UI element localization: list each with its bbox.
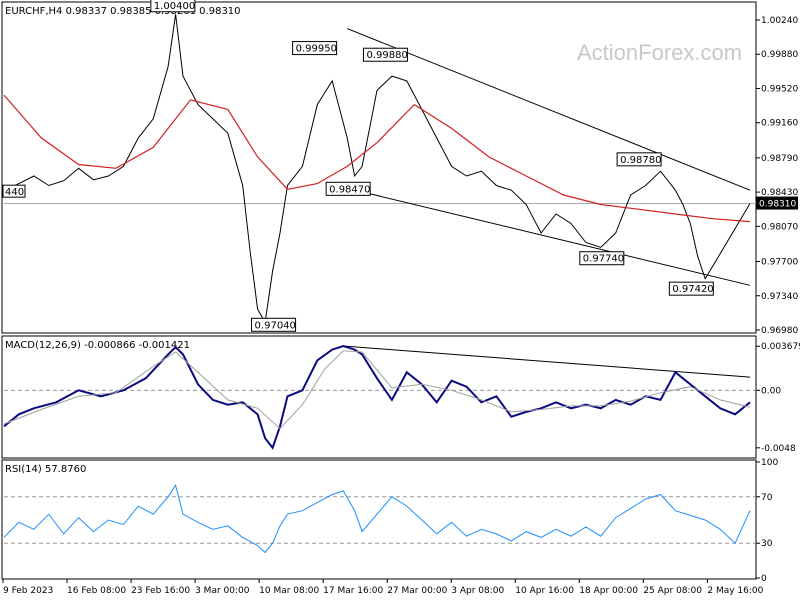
y-tick-label: 30 <box>761 539 773 549</box>
last-price-label: 0.98310 <box>759 200 796 210</box>
svg-text:0.99880: 0.99880 <box>366 50 407 61</box>
macd-panel-title: MACD(12,26,9) -0.000866 -0.001421 <box>5 340 190 351</box>
svg-text:0.97740: 0.97740 <box>583 254 624 265</box>
price-content: 0.98310 440 1.00400 0.99950 0.99880 0.98470 0.… <box>2 0 798 332</box>
macd-y-axis: 0.003679 0.00 -0.0048 <box>756 342 800 454</box>
x-tick-label: 18 Apr 00:00 <box>579 586 638 596</box>
macd-panel: MACD(12,26,9) -0.000866 -0.001421 0.0036… <box>1 335 800 459</box>
price-annotation: 0.99880 <box>362 47 408 62</box>
y-tick-label: 0.99160 <box>761 119 798 129</box>
x-tick-label: 16 Feb 08:00 <box>67 586 126 596</box>
price-panel-title: EURCHF,H4 0.98337 0.98385 0.98261 0.9831… <box>5 6 241 17</box>
y-tick-label: 70 <box>761 493 773 503</box>
series-line-rsi <box>3 483 751 554</box>
macd-content <box>3 344 756 450</box>
trendline <box>346 28 751 191</box>
y-tick-label: 0.98430 <box>761 188 798 198</box>
y-tick-label: 100 <box>761 458 778 468</box>
y-tick-label: 0.98070 <box>761 222 798 232</box>
y-tick-label: 0.003679 <box>761 342 800 352</box>
time-x-axis: 9 Feb 2023 16 Feb 08:00 23 Feb 16:00 3 Mar … <box>2 579 764 596</box>
y-tick-label: 0.99520 <box>761 84 798 94</box>
x-tick-label: 27 Mar 00:00 <box>387 586 447 596</box>
svg-text:0.97040: 0.97040 <box>255 320 296 331</box>
svg-text:1.00400: 1.00400 <box>154 1 195 12</box>
svg-text:0.98470: 0.98470 <box>329 184 370 195</box>
x-tick-label: 17 Mar 16:00 <box>323 586 383 596</box>
y-tick-label: 1.00240 <box>761 16 798 26</box>
x-tick-label: 9 Feb 2023 <box>3 586 53 596</box>
svg-text:0.98780: 0.98780 <box>620 155 661 166</box>
rsi-y-axis: 100 70 30 0 <box>756 458 778 584</box>
rsi-panel: RSI(14) 57.8760 100 70 30 0 <box>1 458 778 584</box>
y-tick-label: 0.97700 <box>761 258 798 268</box>
svg-text:440: 440 <box>5 187 24 198</box>
y-tick-label: 0 <box>761 574 767 584</box>
trendline <box>343 345 751 378</box>
y-tick-label: -0.0048 <box>761 444 796 454</box>
trendline <box>347 187 751 286</box>
y-tick-label: 0.96980 <box>761 326 798 336</box>
svg-text:0.97420: 0.97420 <box>672 284 713 295</box>
series-line-signal <box>3 350 751 430</box>
y-tick-label: 0.00 <box>761 386 781 396</box>
price-annotation: 0.98470 <box>325 181 371 196</box>
x-tick-label: 3 Mar 00:00 <box>195 586 250 596</box>
price-y-axis: 1.00240 0.99880 0.99520 0.99160 0.98790 0.984… <box>756 16 798 336</box>
left-cut-label: 440 <box>2 184 26 198</box>
x-tick-label: 2 May 16:00 <box>707 586 763 596</box>
price-annotation: 0.98780 <box>616 152 662 167</box>
x-tick-label: 25 Apr 08:00 <box>643 586 702 596</box>
price-annotation: 0.99950 <box>292 41 338 56</box>
price-annotation: 0.97420 <box>668 281 714 296</box>
x-tick-label: 3 Apr 08:00 <box>451 586 504 596</box>
rsi-panel-title: RSI(14) 57.8760 <box>5 464 86 475</box>
series-line-moving-average <box>3 94 751 223</box>
price-annotation: 0.97040 <box>251 317 297 332</box>
y-tick-label: 0.99880 <box>761 50 798 60</box>
x-tick-label: 23 Feb 16:00 <box>131 586 190 596</box>
price-panel: EURCHF,H4 0.98337 0.98385 0.98261 0.9831… <box>1 0 798 336</box>
x-tick-label: 10 Mar 08:00 <box>259 586 319 596</box>
watermark: ActionForex.com <box>577 40 742 65</box>
last-price-badge: 0.98310 <box>756 196 798 210</box>
y-tick-label: 0.97340 <box>761 292 798 302</box>
y-tick-label: 0.98790 <box>761 154 798 164</box>
price-annotation: 0.97740 <box>579 251 625 266</box>
price-annotation: 1.00400 <box>150 0 196 13</box>
svg-text:0.99950: 0.99950 <box>296 44 337 55</box>
x-tick-label: 10 Apr 16:00 <box>515 586 574 596</box>
rsi-content <box>3 483 756 554</box>
